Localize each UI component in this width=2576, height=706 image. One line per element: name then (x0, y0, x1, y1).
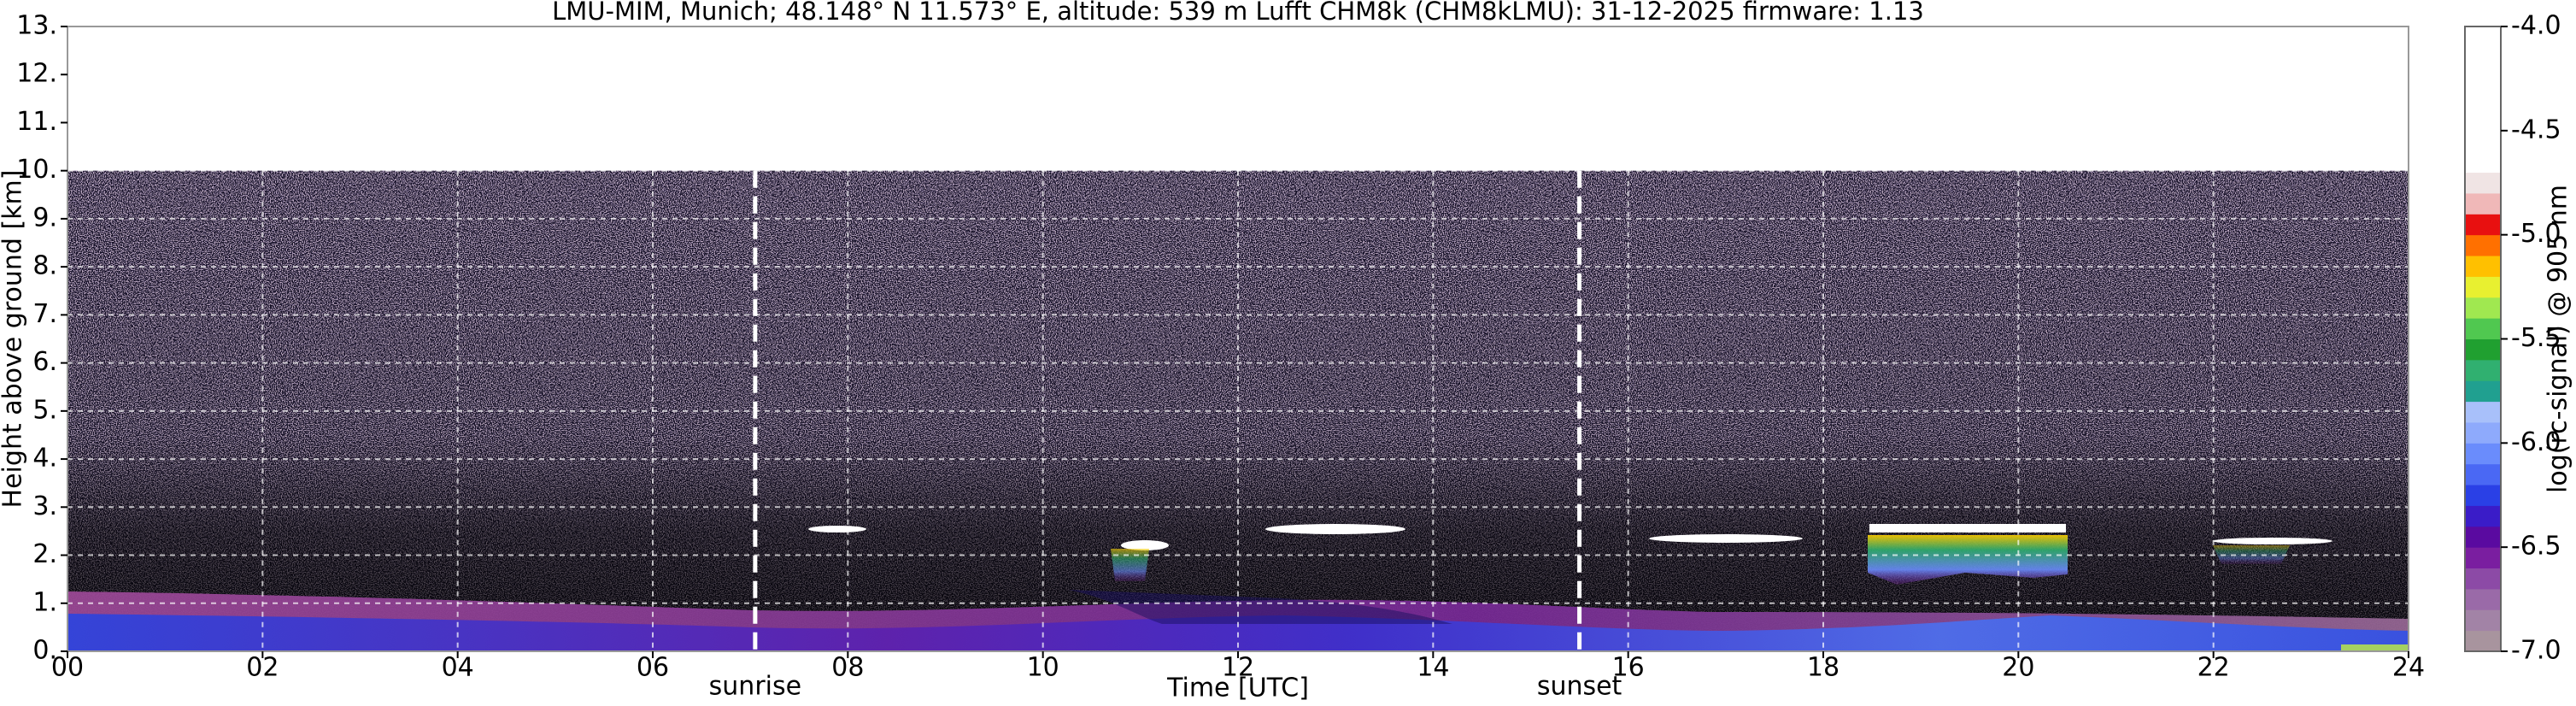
colorbar-cell (2465, 359, 2501, 381)
x-tick-label: 12 (1222, 653, 1254, 683)
x-tick-label: 22 (2198, 653, 2230, 683)
colorbar-cell (2465, 526, 2501, 548)
x-axis-label: Time [UTC] (1166, 674, 1309, 703)
x-tick-label: 06 (637, 653, 669, 683)
colorbar-cell (2465, 443, 2501, 465)
x-tick-label: 08 (831, 653, 864, 683)
x-tick-label: 04 (442, 653, 474, 683)
colorbar-tick-label: -6.0 (2511, 427, 2561, 457)
colorbar-cell (2465, 109, 2501, 132)
y-tick-label: 7. (32, 299, 57, 329)
x-tick-label: 20 (2002, 653, 2034, 683)
x-tick-label: 02 (246, 653, 279, 683)
y-tick-label: 1. (32, 587, 57, 617)
colorbar-cell (2465, 256, 2501, 277)
y-tick-label: 9. (32, 203, 57, 232)
colorbar-cell (2465, 338, 2501, 361)
y-tick-label: 13. (16, 11, 57, 41)
x-tick-label: 00 (51, 653, 84, 683)
colorbar-tick-label: -4.5 (2511, 115, 2561, 144)
cloud (1649, 534, 1803, 543)
y-tick-label: 10. (16, 155, 57, 185)
colorbar-tick-label: -7.0 (2511, 636, 2561, 666)
colorbar-cell (2465, 130, 2501, 152)
colorbar-tick-label: -4.0 (2511, 11, 2561, 41)
y-tick-label: 6. (32, 347, 57, 377)
cloud (1265, 524, 1405, 534)
colorbar-cell (2465, 276, 2501, 298)
ground-layer (2341, 644, 2409, 651)
y-tick-label: 11. (16, 107, 57, 137)
colorbar-cell (2465, 568, 2501, 590)
colorbar-cell (2465, 505, 2501, 527)
aerosol-core (1068, 590, 1452, 624)
colorbar-tick-label: -6.5 (2511, 532, 2561, 562)
y-tick-label: 2. (32, 539, 57, 569)
colorbar-cell (2465, 172, 2501, 194)
colorbar-cell (2465, 234, 2501, 256)
cloud (1869, 524, 2066, 532)
colorbar-cell (2465, 609, 2501, 632)
colorbar-cell (2465, 214, 2501, 236)
colorbar-cell (2465, 26, 2501, 48)
cloud (808, 526, 866, 532)
x-tick-label: 16 (1612, 653, 1645, 683)
chart-title: LMU-MIM, Munich; 48.148° N 11.573° E, al… (552, 0, 1924, 26)
annotation-label: sunset (1537, 672, 1622, 702)
colorbar-cell (2465, 421, 2501, 444)
colorbar-cell (2465, 68, 2501, 90)
cloud-fall (1111, 549, 1149, 581)
cloud (1121, 540, 1169, 550)
colorbar-cell (2465, 89, 2501, 110)
x-tick-label: 10 (1027, 653, 1059, 683)
x-tick-label: 18 (1807, 653, 1840, 683)
colorbar-cell (2465, 485, 2501, 506)
x-tick-label: 24 (2392, 653, 2425, 683)
colorbar-cell (2465, 151, 2501, 174)
y-tick-label: 3. (32, 491, 57, 521)
colorbar-tick-label: -5.5 (2511, 323, 2561, 353)
x-tick-label: 14 (1417, 653, 1449, 683)
y-tick-label: 5. (32, 395, 57, 425)
y-tick-label: 12. (16, 59, 57, 89)
colorbar-cell (2465, 192, 2501, 215)
cloud (2213, 538, 2332, 544)
colorbar-cell (2465, 47, 2501, 69)
colorbar-cell (2465, 630, 2501, 652)
colorbar-cell (2465, 463, 2501, 485)
colorbar-cell (2465, 318, 2501, 339)
y-tick-label: 0. (32, 636, 57, 666)
colorbar-label: log(rc-signal) @ 905 nm (2544, 185, 2573, 493)
colorbar-cell (2465, 401, 2501, 423)
colorbar-cell (2465, 547, 2501, 569)
colorbar-cell (2465, 380, 2501, 403)
y-tick-label: 8. (32, 251, 57, 281)
y-axis-label: Height above ground [km] (0, 170, 28, 509)
colorbar-cell (2465, 297, 2501, 319)
y-tick-label: 4. (32, 444, 57, 474)
annotation-label: sunrise (709, 672, 801, 702)
colorbar-tick-label: -5.0 (2511, 219, 2561, 249)
colorbar-cell (2465, 588, 2501, 610)
